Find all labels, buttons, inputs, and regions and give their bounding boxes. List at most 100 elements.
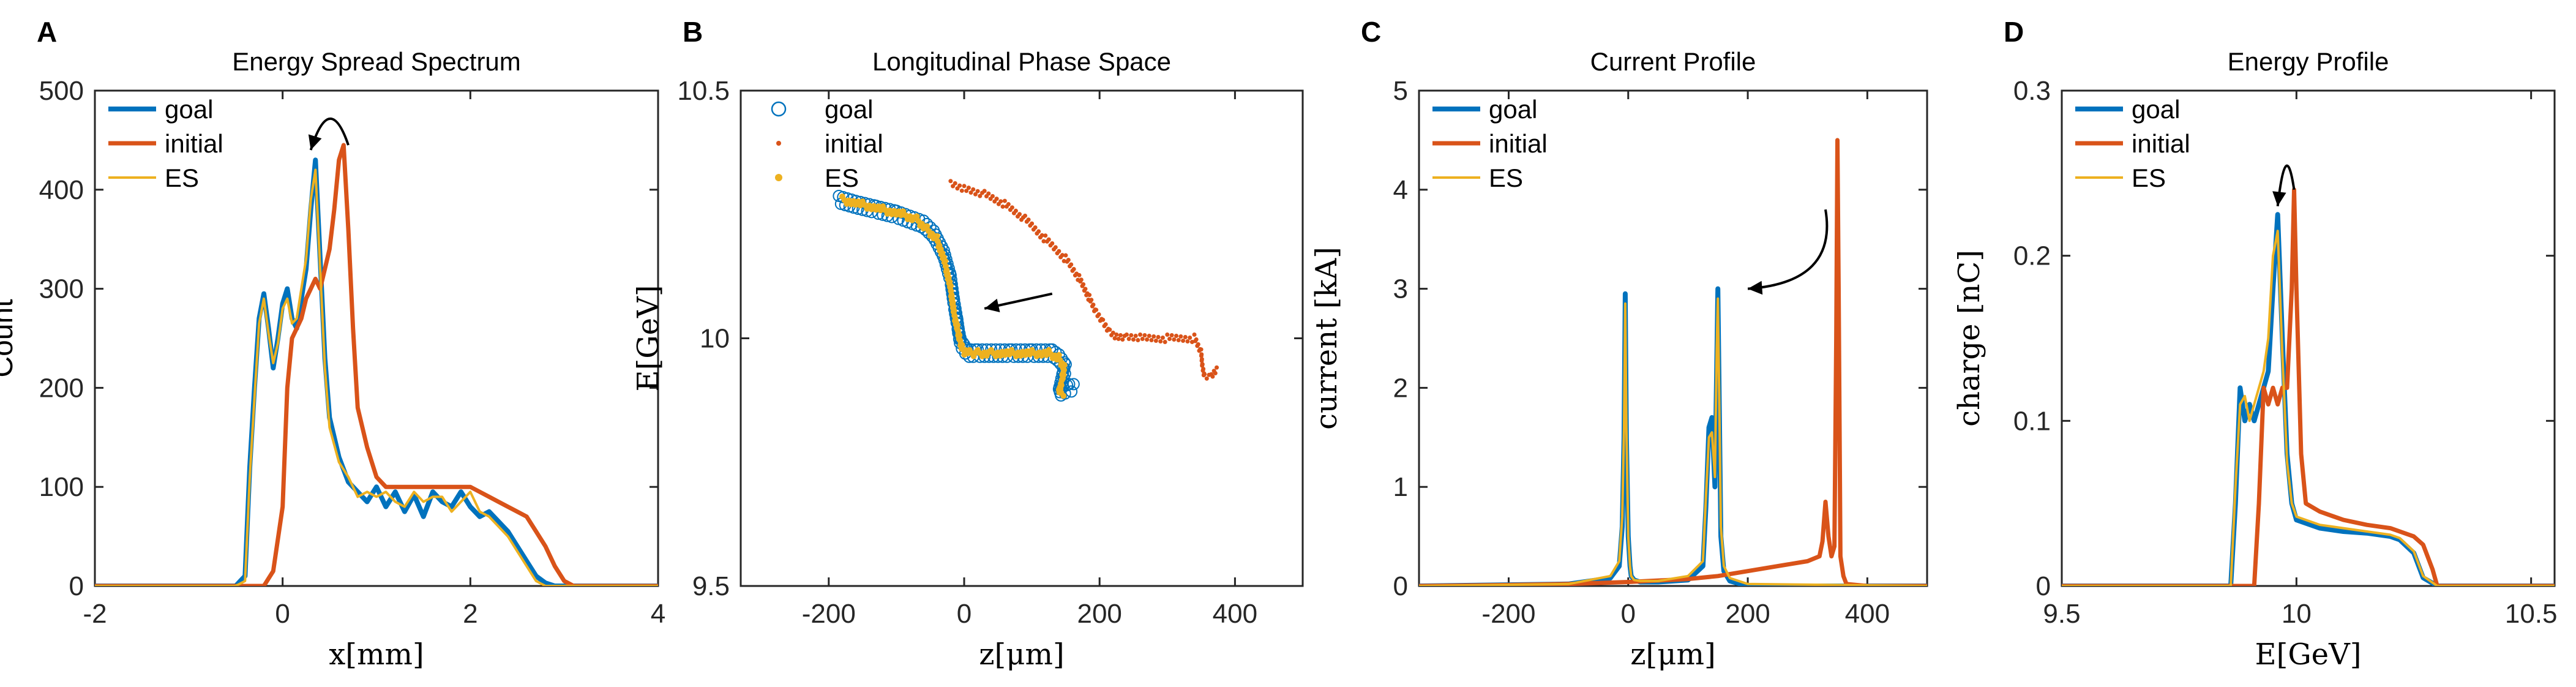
data-point bbox=[1053, 245, 1058, 250]
panel-label: D bbox=[2004, 16, 2024, 48]
data-point bbox=[1201, 367, 1206, 372]
legend-label: ES bbox=[2132, 163, 2166, 192]
x-tick-label: -200 bbox=[802, 599, 856, 629]
data-point bbox=[978, 193, 983, 198]
data-point bbox=[948, 179, 953, 184]
data-point bbox=[1026, 217, 1031, 222]
panel-label: A bbox=[37, 16, 57, 48]
plot-area bbox=[1419, 138, 1927, 586]
data-point bbox=[1120, 337, 1125, 342]
data-point bbox=[1087, 293, 1092, 298]
data-point bbox=[982, 189, 987, 193]
data-point bbox=[1124, 332, 1129, 337]
data-point bbox=[913, 213, 920, 220]
data-point bbox=[971, 187, 976, 192]
x-tick-label: 2 bbox=[463, 599, 477, 629]
x-tick-label: -2 bbox=[83, 599, 107, 629]
y-tick-label: 0.2 bbox=[2013, 241, 2051, 271]
series-points-es bbox=[839, 193, 1068, 399]
data-point bbox=[1067, 378, 1080, 391]
data-point bbox=[1156, 335, 1161, 339]
legend-label: ES bbox=[825, 163, 859, 192]
data-point bbox=[1189, 340, 1194, 344]
annotation-arrow bbox=[2272, 164, 2296, 206]
series-points-initial bbox=[948, 179, 1219, 381]
panel-label: B bbox=[683, 16, 703, 48]
data-point bbox=[1013, 208, 1018, 213]
data-point bbox=[1204, 376, 1209, 381]
data-point bbox=[1094, 307, 1099, 312]
data-point bbox=[1063, 253, 1068, 258]
data-point bbox=[1174, 334, 1179, 338]
data-point bbox=[959, 342, 965, 348]
data-point bbox=[1071, 266, 1076, 271]
data-point bbox=[924, 223, 930, 230]
panel-c: -200 0 200 400 0 1 2 3 4 5C Current Profile z[μm] cu… bbox=[1309, 16, 1928, 672]
annotation-arrow bbox=[308, 117, 350, 151]
y-tick-label: 0 bbox=[2036, 571, 2051, 601]
y-tick-label: 1 bbox=[1393, 472, 1408, 502]
data-point bbox=[1009, 205, 1014, 210]
data-point bbox=[1060, 253, 1065, 258]
data-point bbox=[1145, 337, 1150, 342]
annotation-arrow bbox=[984, 292, 1053, 312]
data-point bbox=[1030, 221, 1035, 226]
data-point bbox=[964, 189, 969, 193]
data-point bbox=[957, 183, 962, 188]
data-point bbox=[1178, 334, 1183, 339]
series-line-es bbox=[95, 168, 658, 586]
x-tick-label: 400 bbox=[1845, 599, 1890, 629]
data-point bbox=[1043, 233, 1048, 238]
data-point bbox=[1133, 334, 1138, 338]
data-point bbox=[1060, 392, 1067, 399]
data-point bbox=[1172, 337, 1177, 342]
legend-label: goal bbox=[2132, 95, 2180, 124]
y-tick-label: 5 bbox=[1393, 76, 1408, 106]
data-point bbox=[1165, 332, 1170, 337]
y-tick-label: 0 bbox=[69, 571, 84, 601]
legend: goal initial ES bbox=[1432, 95, 1548, 192]
legend-label: initial bbox=[2132, 129, 2190, 158]
y-tick-label: 200 bbox=[39, 373, 84, 403]
data-point bbox=[1059, 372, 1066, 378]
data-point bbox=[1041, 239, 1046, 244]
panel-b: -200 0 200 400 9.5 10 10.5 B Longitudinal Phase … bbox=[631, 16, 1304, 672]
data-point bbox=[994, 197, 999, 201]
data-point bbox=[1202, 372, 1207, 377]
y-axis-label: charge [nC] bbox=[1952, 250, 1986, 427]
series-line-goal bbox=[1419, 286, 1927, 586]
data-point bbox=[1069, 262, 1074, 267]
plot-area bbox=[2062, 187, 2555, 586]
data-point bbox=[1169, 333, 1174, 337]
data-point bbox=[1176, 338, 1181, 342]
data-point bbox=[1153, 339, 1158, 343]
data-point bbox=[1140, 337, 1145, 341]
legend-label: initial bbox=[165, 129, 223, 158]
y-axis-label: Count bbox=[0, 299, 19, 377]
series-line-initial bbox=[95, 143, 658, 586]
data-point bbox=[1050, 241, 1055, 246]
series-line-es bbox=[2062, 230, 2555, 586]
x-tick-label: 4 bbox=[651, 599, 665, 629]
panel-d: 9.5 10 10.5 0 0.1 0.2 0.3 D Energy Profile E[GeV]… bbox=[1952, 16, 2557, 672]
data-point bbox=[1057, 249, 1061, 253]
data-point bbox=[1107, 327, 1112, 332]
data-point bbox=[1089, 298, 1094, 302]
axes-box bbox=[1418, 89, 1928, 587]
x-axis-label: z[μm] bbox=[1630, 637, 1715, 672]
data-point bbox=[990, 193, 995, 198]
data-point bbox=[1131, 337, 1136, 342]
data-point bbox=[1163, 340, 1167, 344]
data-point bbox=[1183, 335, 1188, 339]
data-point bbox=[1101, 317, 1106, 322]
data-point bbox=[1116, 337, 1121, 341]
data-point bbox=[1142, 333, 1147, 337]
chart-title: Energy Profile bbox=[2228, 47, 2389, 76]
x-tick-label: 0 bbox=[1621, 599, 1636, 629]
data-point bbox=[1215, 365, 1219, 370]
data-point bbox=[1046, 237, 1051, 242]
y-tick-label: 2 bbox=[1393, 373, 1408, 403]
data-point bbox=[1036, 229, 1041, 234]
plot-area bbox=[833, 179, 1219, 402]
